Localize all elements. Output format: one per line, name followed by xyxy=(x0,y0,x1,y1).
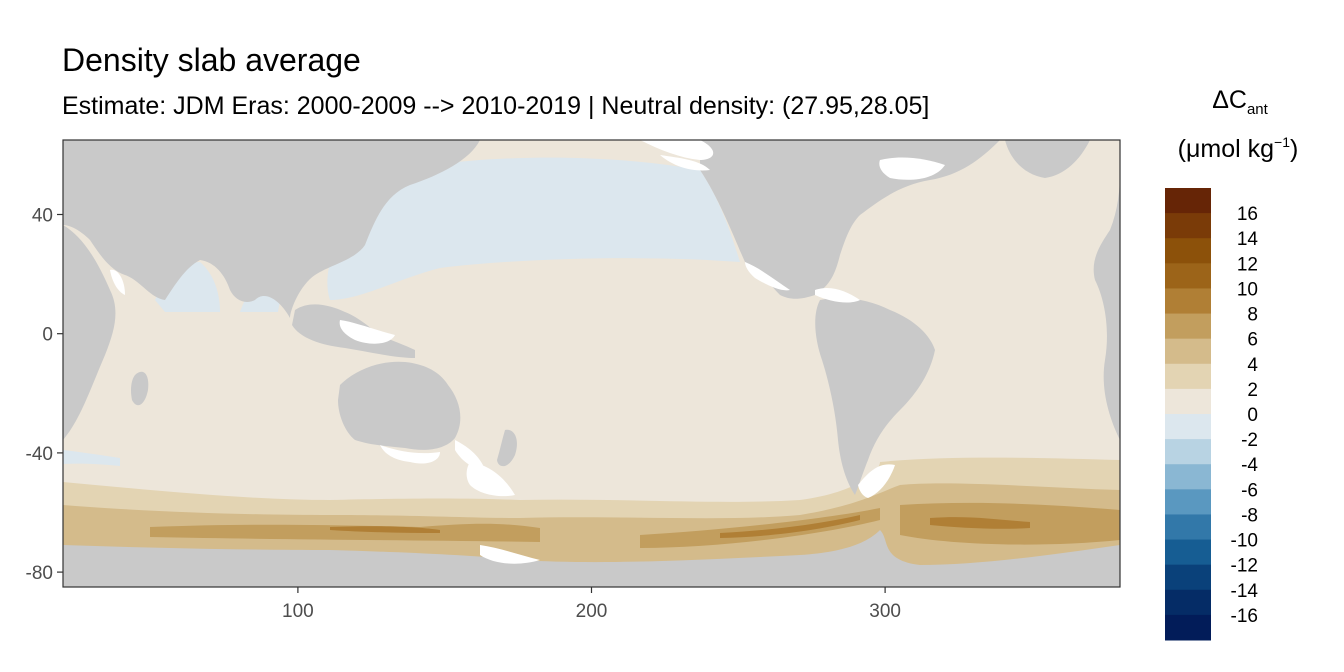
y-tick-label: -80 xyxy=(26,563,53,584)
no-data-ross-sea xyxy=(466,462,515,497)
legend-color-swatch xyxy=(1165,489,1211,515)
no-data-red-sea xyxy=(110,269,125,295)
x-tick-label: 300 xyxy=(869,601,901,622)
legend-color-swatch xyxy=(1165,564,1211,591)
southern-ocean-band-8-10 xyxy=(330,515,1030,538)
legend-color-swatch xyxy=(1165,464,1211,490)
land-greenland xyxy=(1005,140,1090,178)
legend-color-swatch xyxy=(1165,388,1211,415)
no-data-indonesian-seas xyxy=(339,320,395,344)
legend-unit-suffix: ) xyxy=(1290,135,1299,163)
map-field xyxy=(63,140,1120,587)
no-data-tasman xyxy=(455,440,485,470)
legend-label: -4 xyxy=(1241,455,1258,476)
legend-title-variable: ΔCant xyxy=(1190,86,1290,118)
no-data-antarctic-fringe xyxy=(480,545,540,564)
legend-title-unit: (μmol kg−1) xyxy=(1158,134,1318,164)
no-data-south-australia xyxy=(380,445,440,464)
no-data-patagonia-shelf xyxy=(858,464,895,498)
legend-color-swatch xyxy=(1165,263,1211,289)
legend-color-swatch xyxy=(1165,414,1211,440)
legend-unit-prefix: (μmol kg xyxy=(1177,135,1275,163)
legend-color-swatch xyxy=(1165,614,1211,641)
legend-color-swatch xyxy=(1165,188,1211,214)
legend-label: 6 xyxy=(1247,330,1258,351)
legend-label: -2 xyxy=(1241,430,1258,451)
legend-label: 4 xyxy=(1247,355,1258,376)
legend: 16 14 12 10 8 6 4 2 0 -2 -4 -6 -8 -10 -12 -14 -16 xyxy=(1165,188,1258,641)
y-tick-label: 40 xyxy=(32,206,53,227)
page-title: Density slab average xyxy=(62,42,361,78)
southern-ocean-band-6-8 xyxy=(150,502,1120,548)
legend-label: -14 xyxy=(1231,581,1259,602)
no-data xyxy=(110,140,945,564)
legend-label: 2 xyxy=(1247,380,1258,401)
south-indian-negative xyxy=(63,450,120,466)
legend-label: -6 xyxy=(1241,480,1258,501)
legend-label: 8 xyxy=(1247,305,1258,326)
no-data-caribbean xyxy=(815,288,860,303)
legend-color-swatch xyxy=(1165,313,1211,340)
legend-color-swatch xyxy=(1165,288,1211,315)
legend-title-subscript: ant xyxy=(1246,101,1268,118)
legend-label: -12 xyxy=(1231,556,1258,577)
page-subtitle: Estimate: JDM Eras: 2000-2009 --> 2010-2… xyxy=(62,92,930,120)
legend-label: 10 xyxy=(1237,279,1258,300)
legend-label: 0 xyxy=(1247,405,1258,426)
no-data-hudson xyxy=(879,157,945,180)
legend-color-swatch xyxy=(1165,238,1211,264)
land xyxy=(63,140,1120,587)
land-madagascar xyxy=(131,371,149,406)
legend-color-swatch xyxy=(1165,514,1211,541)
legend-color-swatch xyxy=(1165,439,1211,465)
legend-color-swatch xyxy=(1165,338,1211,365)
y-tick-label: -40 xyxy=(26,444,53,465)
legend-label: -16 xyxy=(1231,606,1258,627)
legend-color-swatch xyxy=(1165,213,1211,239)
legend-color-swatch xyxy=(1165,363,1211,390)
legend-label: -8 xyxy=(1241,505,1258,526)
legend-label: -10 xyxy=(1231,531,1258,552)
land-europe-africa-east xyxy=(1093,140,1120,440)
land-north-america xyxy=(700,140,1000,299)
x-tick-label: 100 xyxy=(282,601,314,622)
x-tick-label: 200 xyxy=(576,601,608,622)
legend-color-swatch xyxy=(1165,539,1211,566)
land-africa xyxy=(63,225,116,440)
legend-label: 16 xyxy=(1237,204,1258,225)
legend-title-symbol: ΔC xyxy=(1212,86,1247,114)
no-data-bering xyxy=(660,155,710,171)
land-new-zealand xyxy=(497,429,517,467)
no-data-gulf xyxy=(745,262,790,291)
land-antarctica xyxy=(63,530,1120,587)
legend-label: 12 xyxy=(1237,254,1258,275)
land-south-america xyxy=(815,298,935,495)
no-data-arctic xyxy=(640,140,714,160)
y-tick-label: 0 xyxy=(42,325,53,346)
land-australia xyxy=(338,361,461,450)
indian-ocean-negative-west xyxy=(155,262,220,312)
legend-color-swatch xyxy=(1165,589,1211,616)
north-pacific-negative xyxy=(327,157,740,300)
legend-label: 14 xyxy=(1237,229,1259,250)
land-eurasia xyxy=(63,140,480,318)
legend-unit-exponent: −1 xyxy=(1274,134,1290,150)
